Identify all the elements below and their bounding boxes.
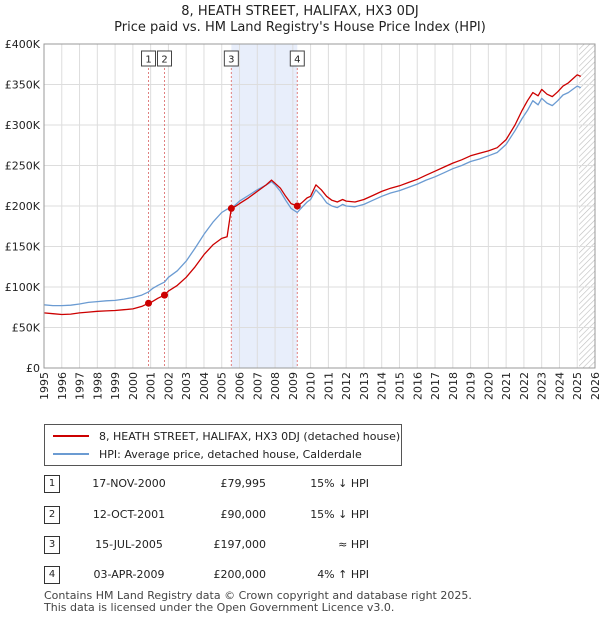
sale-label: 1 (145, 55, 151, 66)
x-tick-label: 2006 (234, 372, 247, 400)
x-tick-label: 2001 (145, 372, 158, 400)
x-tick-label: 2005 (216, 372, 229, 400)
transaction-number: 1 (44, 475, 60, 493)
x-tick-label: 2016 (411, 372, 424, 400)
x-tick-label: 2018 (447, 372, 460, 400)
series-line-property (43, 74, 582, 316)
y-tick-label: £400K (5, 38, 41, 51)
y-tick-label: £0 (26, 362, 40, 375)
sale-point (145, 299, 153, 307)
legend-label-hpi: HPI: Average price, detached house, Cald… (99, 447, 362, 461)
x-tick-label: 2019 (465, 372, 478, 400)
x-tick-label: 2000 (127, 372, 140, 400)
sale-label-box (141, 50, 157, 67)
sale-label: 2 (161, 55, 167, 66)
transaction-date: 17-NOV-2000 (92, 477, 166, 490)
legend-item-property: 8, HEATH STREET, HALIFAX, HX3 0DJ (detac… (53, 428, 400, 444)
transaction-date: 15-JUL-2005 (95, 538, 163, 551)
x-tick-label: 2013 (358, 372, 371, 400)
transaction-price: £79,995 (220, 477, 267, 490)
x-tick-label: 1997 (74, 372, 87, 400)
y-tick-label: £150K (5, 241, 41, 254)
footer: Contains HM Land Registry data © Crown c… (44, 590, 472, 614)
x-tick-label: 2021 (500, 372, 513, 400)
sale-label: 4 (294, 55, 300, 66)
transaction-date: 12-OCT-2001 (92, 508, 166, 521)
y-tick-label: £350K (5, 79, 41, 92)
transaction-hpi: 15% ↓ HPI (310, 508, 369, 521)
x-tick-label: 2017 (429, 372, 442, 400)
chart-subtitle: Price paid vs. HM Land Registry's House … (114, 20, 486, 35)
price-chart: 1 2 3 4 £0 £50K £100K £150K £200K £250K £300K £350K… (5, 38, 600, 400)
y-tick-label: £100K (5, 281, 41, 294)
x-tick-label: 2004 (198, 372, 211, 400)
sale-label-box (289, 50, 305, 67)
plot-frame (43, 43, 596, 369)
x-tick-label: 2007 (251, 372, 264, 400)
transaction-row: 3 15-JUL-2005 £197,000 ≈ HPI (44, 536, 404, 556)
x-tick-label: 2024 (553, 372, 566, 400)
y-tick-label: £250K (5, 160, 41, 173)
transaction-number: 2 (44, 506, 60, 524)
x-tick-label: 2020 (482, 372, 495, 400)
legend-label-property: 8, HEATH STREET, HALIFAX, HX3 0DJ (detac… (99, 429, 401, 443)
x-tick-label: 2002 (162, 372, 175, 400)
transaction-row: 4 03-APR-2009 £200,000 4% ↑ HPI (44, 566, 404, 586)
transaction-hpi: ≈ HPI (338, 538, 369, 551)
legend-swatch-hpi (53, 453, 89, 455)
transaction-price: £200,000 (213, 568, 267, 581)
transaction-hpi: 15% ↓ HPI (310, 477, 369, 490)
footer-license: This data is licensed under the Open Gov… (44, 601, 395, 614)
x-tick-label: 1998 (91, 372, 104, 400)
x-tick-label: 2011 (322, 372, 335, 400)
x-tick-label: 2009 (287, 372, 300, 400)
transaction-row: 2 12-OCT-2001 £90,000 15% ↓ HPI (44, 506, 404, 526)
legend: 8, HEATH STREET, HALIFAX, HX3 0DJ (detac… (44, 424, 402, 466)
x-tick-label: 2026 (589, 372, 600, 400)
x-tick-label: 2022 (518, 372, 531, 400)
x-tick-label: 2010 (305, 372, 318, 400)
x-tick-label: 2023 (536, 372, 549, 400)
legend-item-hpi: HPI: Average price, detached house, Cald… (53, 446, 362, 462)
y-tick-label: £50K (12, 322, 41, 335)
transaction-row: 1 17-NOV-2000 £79,995 15% ↓ HPI (44, 475, 404, 495)
x-tick-label: 1996 (56, 372, 69, 400)
sale-point (293, 202, 301, 210)
x-tick-label: 2012 (340, 372, 353, 400)
x-tick-label: 2014 (376, 372, 389, 400)
transaction-date: 03-APR-2009 (93, 568, 165, 581)
transaction-hpi: 4% ↑ HPI (317, 568, 369, 581)
series-line-hpi (43, 85, 582, 307)
x-tick-label: 2025 (571, 372, 584, 400)
transaction-number: 4 (44, 566, 60, 584)
transaction-price: £197,000 (213, 538, 267, 551)
x-tick-label: 2015 (393, 372, 406, 400)
sale-label-box (223, 50, 239, 67)
x-tick-label: 2008 (269, 372, 282, 400)
sale-label: 3 (228, 55, 234, 66)
y-tick-label: £200K (5, 200, 41, 213)
legend-swatch-property (53, 435, 89, 437)
sale-point (227, 204, 235, 212)
y-tick-label: £300K (5, 119, 41, 132)
x-tick-label: 1995 (38, 372, 51, 400)
footer-copyright: Contains HM Land Registry data © Crown c… (44, 589, 472, 602)
chart-title: 8, HEATH STREET, HALIFAX, HX3 0DJ (181, 4, 419, 19)
x-tick-label: 2003 (180, 372, 193, 400)
sale-point (161, 291, 169, 299)
transaction-number: 3 (44, 536, 60, 554)
transaction-price: £90,000 (220, 508, 267, 521)
sale-label-box (157, 50, 173, 67)
x-tick-label: 1999 (109, 372, 122, 400)
